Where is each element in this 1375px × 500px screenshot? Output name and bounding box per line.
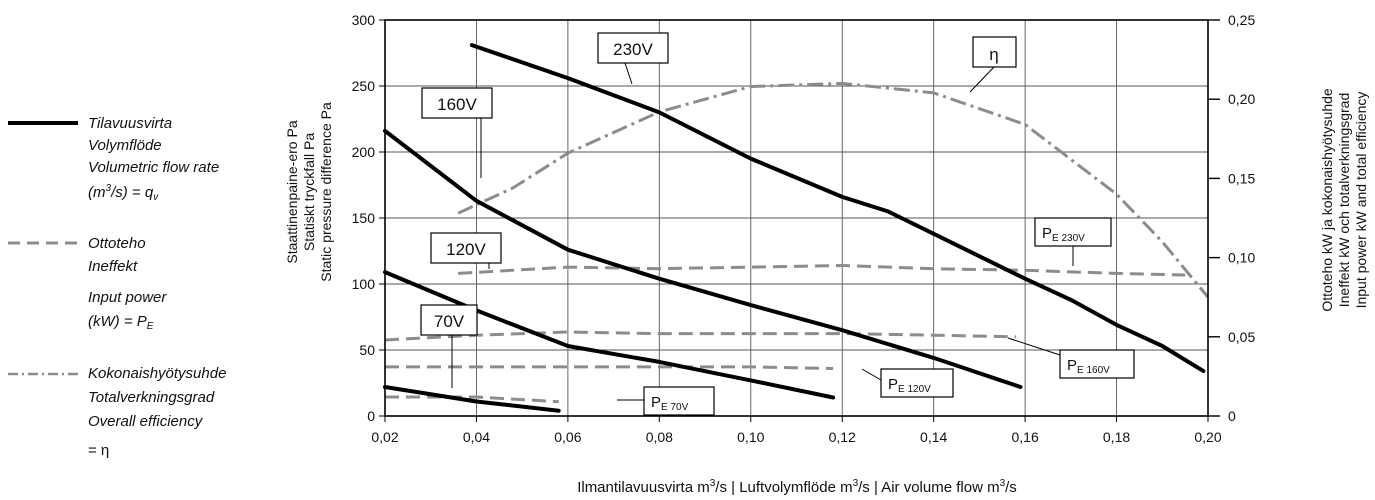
label-box-eta <box>972 36 1017 68</box>
label-pe160: PE 160V <box>1067 357 1110 376</box>
y-right-title-3: Input power kW and total efficiency <box>1353 92 1369 309</box>
legend-eff-line-1: Kokonaishyötysuhde <box>88 365 226 382</box>
label-pe230: PE 230V <box>1042 225 1085 244</box>
series-pressure-230v <box>469 43 1206 374</box>
x-tick-label: 0,20 <box>1194 429 1221 445</box>
series-pressure-160v <box>383 128 1023 389</box>
label-pe70: PE 70V <box>651 394 689 413</box>
legend: Tilavuusvirta Volymflöde Volumetric flow… <box>8 115 226 459</box>
y-left-axis-title: Staattinenpaine-ero Pa Statiskt tryckfal… <box>284 102 334 282</box>
y-left-tick-label: 0 <box>367 408 375 424</box>
y-left-tick-label: 200 <box>352 144 376 160</box>
y-right-tick-label: 0 <box>1228 408 1236 424</box>
y-right-title-2: Ineffekt kW och totalverkningsgrad <box>1336 93 1352 308</box>
label-230v: 230V <box>613 40 653 59</box>
y-right-tick-label: 0,05 <box>1228 329 1255 345</box>
curve-labels: 230V 160V 120V 70V η PE 230V PE 160V PE … <box>420 32 1135 416</box>
label-box-120v <box>430 232 502 264</box>
series-p-e-230v <box>458 264 1186 277</box>
label-box-pe230 <box>1034 217 1112 247</box>
y-right-tick-label: 0,15 <box>1228 170 1255 186</box>
series-p-e-70v <box>385 395 559 404</box>
series-p-e-160v <box>384 330 1017 342</box>
y-right-axis-title: Ottoteho kW ja kokonaishyötysuhde Ineffe… <box>1319 88 1369 312</box>
series-efficiency <box>457 81 1210 299</box>
y-right-title-1: Ottoteho kW ja kokonaishyötysuhde <box>1319 88 1335 312</box>
y-right-tick-label: 0,10 <box>1228 250 1255 266</box>
y-left-title-3: Static pressure difference Pa <box>318 102 334 282</box>
legend-power-line-3: Input power <box>88 289 167 306</box>
x-tick-label: 0,08 <box>646 429 673 445</box>
y-right-tick-label: 0,25 <box>1228 12 1255 28</box>
y-right-tick-label: 0,20 <box>1228 91 1255 107</box>
label-box-pe70 <box>643 386 715 416</box>
x-tick-label: 0,04 <box>463 429 490 445</box>
y-left-title-2: Statiskt tryckfall Pa <box>301 133 317 251</box>
label-120v: 120V <box>446 240 486 259</box>
y-left-tick-label: 300 <box>352 12 376 28</box>
y-left-tick-label: 250 <box>352 78 376 94</box>
x-tick-label: 0,16 <box>1011 429 1038 445</box>
legend-eff-line-2: Totalverkningsgrad <box>88 389 215 406</box>
series <box>383 43 1210 413</box>
legend-power-formula: (kW) = PE <box>88 313 154 332</box>
legend-flow-line-1: Tilavuusvirta <box>88 115 172 132</box>
x-axis-title: Ilmantilavuusvirta m3/s | Luftvolymflöde… <box>577 478 1017 496</box>
label-160v: 160V <box>437 95 477 114</box>
x-tick-label: 0,12 <box>829 429 856 445</box>
y-left-tick-label: 100 <box>352 276 376 292</box>
x-tick-label: 0,06 <box>554 429 581 445</box>
label-box-pe120 <box>880 368 954 398</box>
label-box-pe160 <box>1059 349 1135 379</box>
leader-pe120 <box>861 368 882 381</box>
axis-ticks: 0,02 0,04 0,06 0,08 0,10 0,12 0,14 0,16 0,18 0,20… <box>352 12 1256 445</box>
plot-frame <box>384 19 1209 417</box>
label-70v: 70V <box>434 312 465 331</box>
legend-eff-line-4: = η <box>88 442 109 459</box>
label-pe120: PE 120V <box>888 376 931 395</box>
legend-flow-line-2: Volymflöde <box>88 137 162 154</box>
series-p-e-120v <box>385 365 834 370</box>
legend-power-line-1: Ottoteho <box>88 235 146 252</box>
series-pressure-120v <box>383 270 836 400</box>
y-left-title-1: Staattinenpaine-ero Pa <box>284 120 300 263</box>
label-box-70v <box>420 304 478 336</box>
series-pressure-70v <box>383 385 561 413</box>
leader-eta <box>969 66 995 93</box>
y-left-tick-label: 50 <box>359 342 375 358</box>
label-box-230v <box>597 32 669 64</box>
label-eta: η <box>989 45 998 64</box>
leader-230v <box>624 62 633 85</box>
legend-eff-line-3: Overall efficiency <box>88 413 204 430</box>
legend-flow-line-3: Volumetric flow rate <box>88 159 219 176</box>
leader-pe160 <box>1007 337 1061 356</box>
x-tick-label: 0,02 <box>371 429 398 445</box>
legend-power-line-2: Ineffekt <box>88 258 138 275</box>
label-box-160v <box>421 87 493 119</box>
legend-flow-formula: (m3/s) = qv <box>88 183 159 203</box>
x-tick-label: 0,10 <box>737 429 764 445</box>
y-left-tick-label: 150 <box>352 210 376 226</box>
x-tick-label: 0,18 <box>1103 429 1130 445</box>
x-tick-label: 0,14 <box>920 429 947 445</box>
